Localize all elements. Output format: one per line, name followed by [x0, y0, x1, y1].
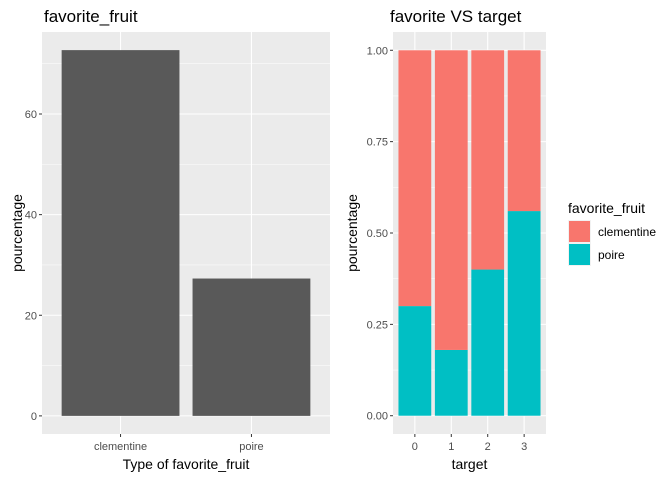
chart1-ytick-label: 40 — [25, 210, 37, 222]
legend-swatch-poire — [569, 244, 590, 265]
chart2-x-axis-title: target — [452, 456, 488, 472]
chart1-x-axis-title: Type of favorite_fruit — [123, 456, 250, 472]
chart2-bar-2-poire — [471, 269, 505, 416]
chart1-xtick-label: clementine — [94, 441, 147, 453]
chart2-y-axis-title: pourcentage — [344, 194, 360, 272]
chart1-bar-poire — [192, 278, 311, 416]
chart2-xtick-label: 0 — [412, 441, 418, 453]
chart1-title: favorite_fruit — [44, 7, 138, 26]
chart2-xtick-label: 1 — [448, 441, 454, 453]
chart1-bar-clementine — [61, 50, 180, 416]
chart2-ytick-label: 0.50 — [367, 228, 388, 240]
chart1-y-axis-title: pourcentage — [9, 194, 25, 272]
chart2-ytick-label: 0.25 — [367, 319, 388, 331]
chart1-ytick-label: 20 — [25, 310, 37, 322]
chart2-bar-1-clementine — [434, 50, 468, 350]
chart2-bar-2-clementine — [471, 50, 505, 270]
legend-swatch-clementine — [569, 221, 590, 242]
chart2-bar-0-clementine — [398, 50, 432, 307]
chart2-bar-3-poire — [507, 211, 541, 416]
chart2-xtick-label: 2 — [485, 441, 491, 453]
chart2-title: favorite VS target — [390, 7, 522, 26]
chart1-ytick-label: 0 — [31, 411, 37, 423]
chart2-ytick-label: 1.00 — [367, 45, 388, 57]
chart2-xtick-label: 3 — [521, 441, 527, 453]
legend-label-poire: poire — [598, 248, 625, 262]
chart2-bar-3-clementine — [507, 50, 541, 212]
chart2-bar-0-poire — [398, 306, 432, 416]
chart2-bar-1-poire — [434, 349, 468, 416]
chart1-xtick-label: poire — [239, 441, 263, 453]
legend-label-clementine: clementine — [598, 225, 656, 239]
chart2-ytick-label: 0.75 — [367, 137, 388, 149]
chart2-ytick-label: 0.00 — [367, 411, 388, 423]
chart1-ytick-label: 60 — [25, 109, 37, 121]
legend-title: favorite_fruit — [568, 200, 645, 216]
